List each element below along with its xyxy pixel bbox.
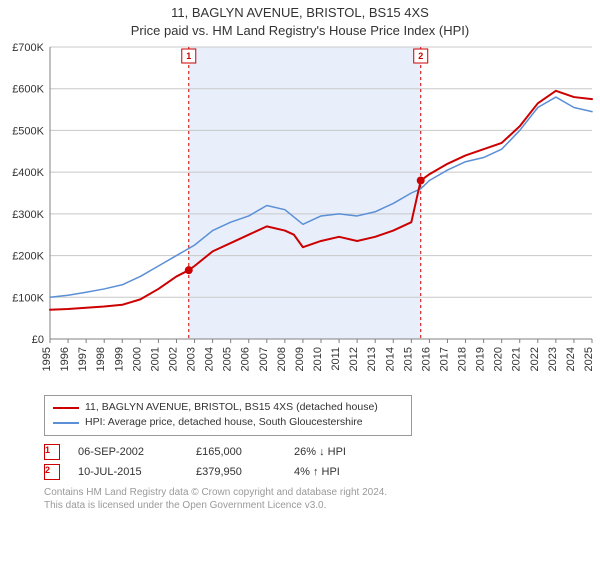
svg-text:2: 2	[418, 51, 423, 61]
svg-text:2025: 2025	[583, 347, 595, 371]
svg-text:2015: 2015	[402, 347, 414, 371]
sales-table: 1 06-SEP-2002 £165,000 26% ↓ HPI 2 10-JU…	[44, 444, 600, 480]
svg-text:2012: 2012	[348, 347, 360, 371]
svg-text:£700K: £700K	[12, 42, 44, 54]
svg-text:1997: 1997	[77, 347, 89, 371]
legend-item: HPI: Average price, detached house, Sout…	[53, 415, 403, 430]
svg-text:2016: 2016	[420, 347, 432, 371]
svg-text:2010: 2010	[312, 347, 324, 371]
svg-text:2017: 2017	[438, 347, 450, 371]
svg-text:2018: 2018	[457, 347, 469, 371]
sale-badge: 1	[44, 444, 60, 460]
sale-date: 06-SEP-2002	[78, 446, 178, 458]
svg-text:£0: £0	[32, 334, 44, 346]
sale-hpi-delta: 4% ↑ HPI	[294, 466, 384, 478]
svg-text:1998: 1998	[95, 347, 107, 371]
attribution-line: Contains HM Land Registry data © Crown c…	[44, 486, 600, 500]
legend-swatch	[53, 422, 79, 424]
attribution-line: This data is licensed under the Open Gov…	[44, 499, 600, 513]
attribution: Contains HM Land Registry data © Crown c…	[44, 486, 600, 513]
svg-text:2022: 2022	[529, 347, 541, 371]
svg-text:£400K: £400K	[12, 167, 44, 179]
svg-text:1999: 1999	[113, 347, 125, 371]
svg-text:2004: 2004	[204, 347, 216, 371]
legend: 11, BAGLYN AVENUE, BRISTOL, BS15 4XS (de…	[44, 395, 412, 435]
legend-item: 11, BAGLYN AVENUE, BRISTOL, BS15 4XS (de…	[53, 400, 403, 415]
svg-text:2002: 2002	[167, 347, 179, 371]
svg-text:1996: 1996	[59, 347, 71, 371]
svg-text:2011: 2011	[330, 347, 342, 371]
line-chart: £0 £100K £200K £300K £400K £500K £600K £700K 199…	[0, 39, 600, 389]
svg-text:£100K: £100K	[12, 292, 44, 304]
sale-price: £379,950	[196, 466, 276, 478]
svg-text:£600K: £600K	[12, 84, 44, 96]
svg-text:2000: 2000	[131, 347, 143, 371]
table-row: 2 10-JUL-2015 £379,950 4% ↑ HPI	[44, 464, 600, 480]
svg-text:2019: 2019	[475, 347, 487, 371]
sale-badge: 2	[44, 464, 60, 480]
svg-text:2021: 2021	[511, 347, 523, 371]
svg-text:2020: 2020	[493, 347, 505, 371]
svg-text:£500K: £500K	[12, 126, 44, 138]
chart-title: 11, BAGLYN AVENUE, BRISTOL, BS15 4XS Pri…	[0, 4, 600, 39]
legend-label: 11, BAGLYN AVENUE, BRISTOL, BS15 4XS (de…	[85, 400, 378, 415]
svg-text:2007: 2007	[258, 347, 270, 371]
svg-text:2024: 2024	[565, 347, 577, 371]
legend-label: HPI: Average price, detached house, Sout…	[85, 415, 363, 430]
table-row: 1 06-SEP-2002 £165,000 26% ↓ HPI	[44, 444, 600, 460]
sale-date: 10-JUL-2015	[78, 466, 178, 478]
title-line-2: Price paid vs. HM Land Registry's House …	[0, 22, 600, 40]
svg-text:2014: 2014	[384, 347, 396, 371]
legend-swatch	[53, 407, 79, 409]
svg-text:1: 1	[186, 51, 191, 61]
svg-text:2006: 2006	[240, 347, 252, 371]
svg-text:2001: 2001	[149, 347, 161, 371]
svg-text:£300K: £300K	[12, 209, 44, 221]
svg-text:1995: 1995	[41, 347, 53, 371]
svg-text:2009: 2009	[294, 347, 306, 371]
svg-text:2023: 2023	[547, 347, 559, 371]
svg-text:2008: 2008	[276, 347, 288, 371]
title-line-1: 11, BAGLYN AVENUE, BRISTOL, BS15 4XS	[0, 4, 600, 22]
svg-text:2003: 2003	[186, 347, 198, 371]
sale-price: £165,000	[196, 446, 276, 458]
sale-hpi-delta: 26% ↓ HPI	[294, 446, 384, 458]
svg-text:2013: 2013	[366, 347, 378, 371]
svg-text:£200K: £200K	[12, 251, 44, 263]
svg-text:2005: 2005	[222, 347, 234, 371]
chart-container: £0 £100K £200K £300K £400K £500K £600K £700K 199…	[0, 39, 600, 389]
